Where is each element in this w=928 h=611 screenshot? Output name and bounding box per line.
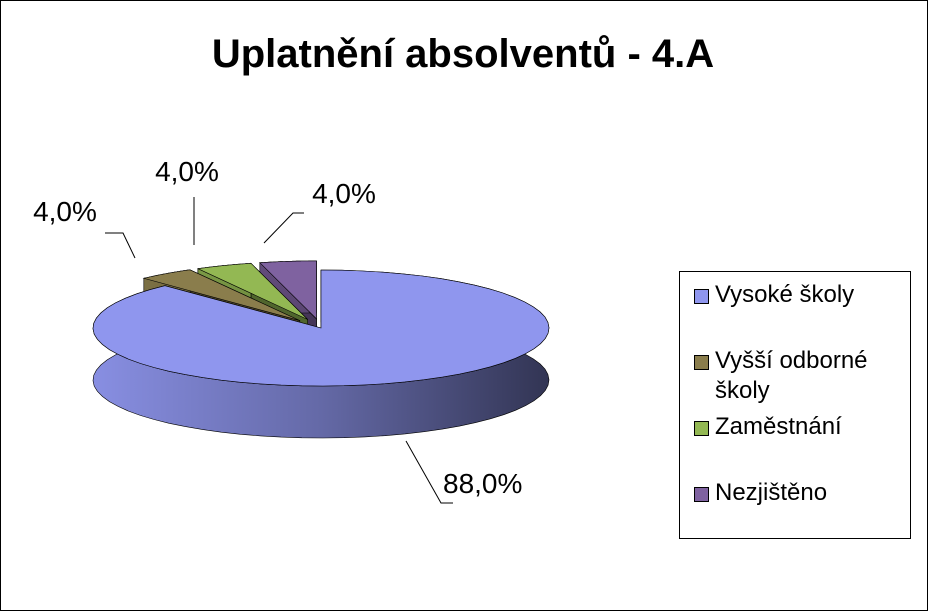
slice-top <box>142 269 300 321</box>
data-label: 4,0% <box>33 196 97 227</box>
legend-swatch <box>694 421 709 436</box>
data-label: 4,0% <box>155 156 219 187</box>
legend: Vysoké školy Vyšší odborné školy Zaměstnán… <box>679 271 911 539</box>
legend-label: Vyšší odborné školy <box>715 347 868 404</box>
chart-title: Uplatnění absolventů - 4.A <box>212 32 714 76</box>
legend-item: Vysoké školy <box>694 280 904 346</box>
data-label: 88,0% <box>443 468 522 499</box>
legend-swatch <box>694 289 709 304</box>
legend-label: Vysoké školy <box>715 281 855 308</box>
legend-item: Zaměstnání <box>694 412 904 478</box>
slice-top <box>197 262 308 320</box>
legend-swatch <box>694 487 709 502</box>
data-label: 4,0% <box>312 178 376 209</box>
slice-top <box>259 260 317 320</box>
legend-item: Vyšší odborné školy <box>694 346 904 412</box>
slice-top <box>92 269 550 387</box>
legend-swatch <box>694 355 709 370</box>
leader-line <box>405 440 453 504</box>
leader-line <box>105 232 136 259</box>
legend-label: Zaměstnání <box>715 413 842 440</box>
legend-item: Nezjištěno <box>694 478 904 544</box>
pie-slice <box>92 269 550 439</box>
legend-label: Nezjištěno <box>715 479 828 506</box>
leader-line <box>263 212 304 244</box>
